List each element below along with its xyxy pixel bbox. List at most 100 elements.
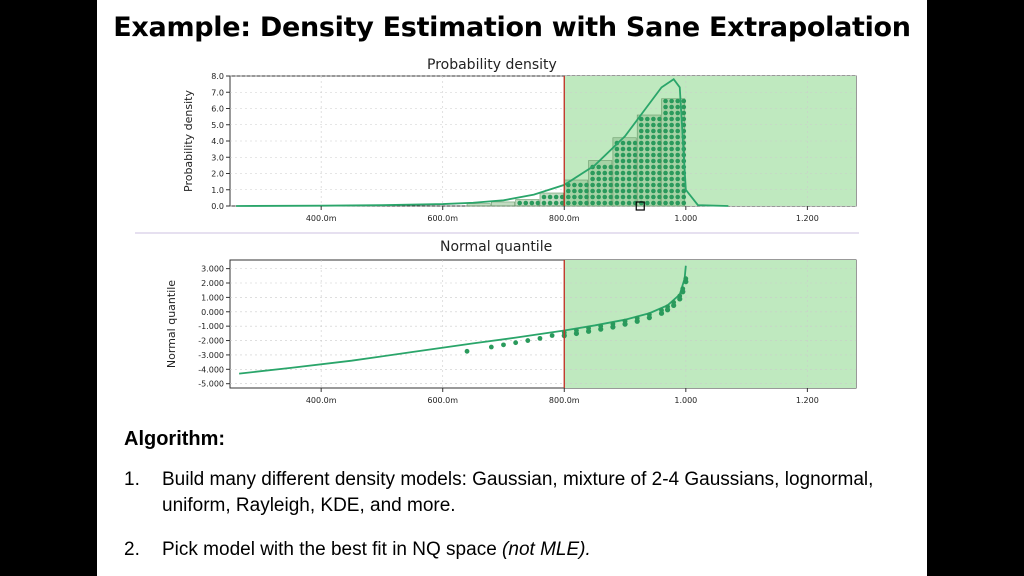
sample-point	[559, 200, 565, 206]
quantile-point	[677, 296, 683, 302]
sample-point	[578, 188, 583, 194]
sample-point	[651, 188, 656, 194]
quantile-point	[513, 340, 519, 346]
quantile-point	[680, 289, 686, 295]
sample-point	[675, 152, 681, 158]
sample-point	[608, 188, 614, 194]
sample-point	[657, 134, 662, 140]
sample-point	[620, 140, 626, 146]
sample-point	[614, 200, 620, 206]
sample-point	[638, 116, 644, 122]
density-y-axis-label: Probability density	[182, 90, 195, 192]
step-number: 2.	[124, 539, 140, 560]
sample-point	[620, 176, 626, 182]
sample-point	[626, 194, 632, 200]
density-x-tick-label: 1.200	[796, 214, 819, 223]
quantile-point	[598, 326, 604, 332]
sample-point	[669, 134, 674, 140]
sample-point	[578, 182, 583, 188]
quantile-y-tick-label: 3.000	[201, 265, 224, 274]
sample-point	[663, 182, 668, 188]
sample-point	[645, 188, 650, 194]
sample-point	[669, 128, 674, 134]
sample-point	[657, 170, 662, 176]
sample-point	[675, 182, 681, 188]
sample-point	[596, 188, 601, 194]
sample-point	[663, 146, 668, 152]
sample-point	[651, 182, 656, 188]
sample-point	[663, 176, 668, 182]
sample-point	[651, 152, 656, 158]
sample-point	[547, 194, 553, 200]
sample-point	[663, 110, 668, 116]
quantile-point	[664, 307, 671, 313]
sample-point	[675, 134, 681, 140]
sample-point	[626, 176, 632, 182]
sample-point	[657, 146, 662, 152]
sample-point	[669, 188, 674, 194]
sample-point	[638, 140, 644, 146]
quantile-point	[525, 338, 531, 343]
sample-point	[614, 182, 620, 188]
sample-point	[645, 140, 650, 146]
sample-point	[669, 170, 674, 176]
sample-point	[669, 122, 674, 128]
quantile-chart-title: Normal quantile	[440, 239, 553, 255]
sample-point	[572, 194, 577, 200]
density-y-tick-label: 5.0	[211, 121, 224, 130]
sample-point	[566, 200, 571, 206]
sample-point	[620, 146, 626, 152]
sample-point	[675, 110, 681, 116]
sample-point	[675, 170, 681, 176]
sample-point	[590, 176, 595, 182]
sample-point	[651, 170, 656, 176]
quantile-y-tick-label: 2.000	[201, 279, 224, 288]
sample-point	[596, 170, 601, 176]
density-chart-title: Probability density	[427, 57, 557, 73]
density-y-tick-label: 7.0	[211, 88, 224, 97]
sample-point	[529, 200, 535, 206]
quantile-point	[622, 321, 628, 327]
sample-point	[669, 176, 674, 182]
sample-point	[626, 170, 632, 176]
sample-point	[572, 182, 577, 188]
sample-point	[663, 134, 668, 140]
sample-point	[651, 146, 656, 152]
sample-point	[663, 98, 668, 104]
quantile-point	[549, 333, 555, 338]
quantile-x-tick-label: 600.0m	[427, 396, 458, 405]
sample-point	[638, 134, 644, 140]
sample-point	[596, 194, 601, 200]
step-text: Build many different density models: Gau…	[162, 469, 874, 516]
sample-point	[669, 110, 674, 116]
sample-point	[645, 200, 650, 206]
sample-point	[566, 194, 571, 200]
sample-point	[614, 146, 620, 152]
sample-point	[590, 182, 595, 188]
sample-point	[590, 194, 595, 200]
density-x-tick-label: 400.0m	[306, 214, 337, 223]
sample-point	[632, 176, 638, 182]
sample-point	[523, 200, 529, 206]
sample-point	[669, 158, 674, 164]
sample-point	[638, 128, 644, 134]
sample-point	[638, 164, 644, 170]
sample-point	[638, 158, 644, 164]
sample-point	[645, 122, 650, 128]
sample-point	[663, 104, 668, 110]
quantile-y-tick-label: -2.000	[198, 337, 224, 346]
sample-point	[663, 116, 668, 122]
sample-point	[645, 194, 650, 200]
sample-point	[669, 152, 674, 158]
quantile-x-tick-label: 800.0m	[549, 396, 580, 405]
sample-point	[632, 158, 638, 164]
sample-point	[638, 122, 644, 128]
histogram-bar	[466, 203, 491, 207]
sample-point	[632, 152, 638, 158]
quantile-y-tick-label: -5.000	[198, 380, 224, 389]
slide-title: Example: Density Estimation with Sane Ex…	[113, 12, 911, 43]
density-y-tick-label: 0.0	[211, 202, 224, 211]
sample-point	[535, 200, 541, 206]
sample-point	[645, 128, 650, 134]
sample-point	[608, 176, 614, 182]
